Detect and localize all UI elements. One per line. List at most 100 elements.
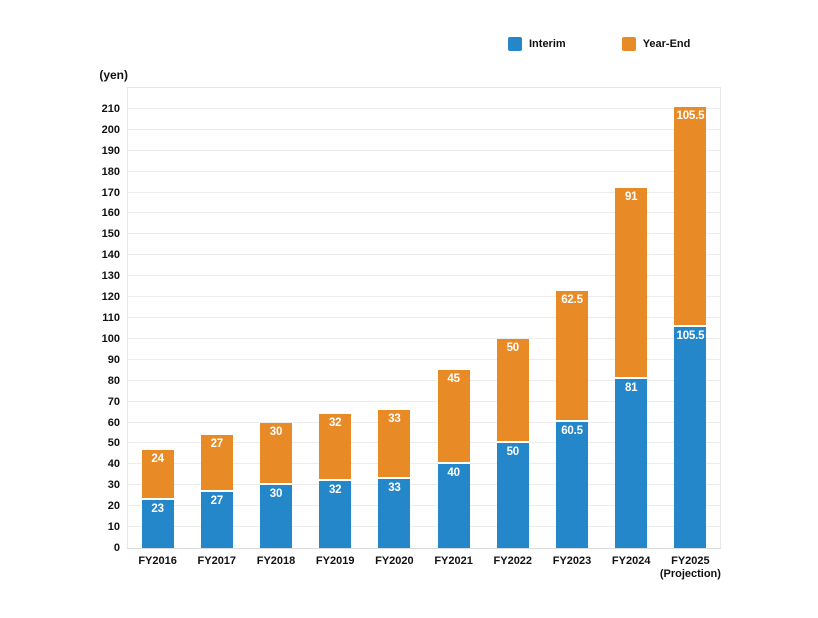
bar-value-label-interim: 105.5 — [676, 330, 705, 343]
y-axis-tick-label: 190 — [101, 144, 120, 157]
y-gridline — [128, 463, 720, 465]
bar-segment-interim: 33 — [378, 479, 411, 548]
bar-segment-interim: 32 — [319, 481, 352, 548]
y-axis-tick-label: 90 — [107, 353, 120, 366]
y-axis-tick-label: 20 — [107, 500, 120, 513]
y-axis-tick-label: 140 — [101, 249, 120, 262]
y-gridline — [128, 212, 720, 214]
bar-segment-year-end: 32 — [319, 414, 352, 482]
y-gridline — [128, 233, 720, 235]
bar-segment-interim: 105.5 — [674, 327, 707, 548]
y-gridline — [128, 337, 720, 339]
bar-value-label-interim: 60.5 — [561, 424, 583, 437]
bar-value-label-year-end: 50 — [506, 341, 520, 354]
bar-value-label-year-end: 30 — [269, 425, 283, 438]
y-axis-tick-label: 130 — [101, 270, 120, 283]
y-axis-tick-label: 120 — [101, 291, 120, 304]
x-axis-category-label: FY2017 — [181, 555, 252, 568]
y-gridline — [128, 379, 720, 381]
year-end-color-swatch — [621, 37, 636, 51]
x-axis-category-label: FY2024 — [596, 555, 667, 568]
bar-value-label-year-end: 33 — [388, 413, 401, 425]
bar-value-label-interim: 32 — [328, 484, 342, 497]
bar-value-label-interim: 33 — [388, 482, 401, 494]
interim-color-swatch — [508, 37, 522, 51]
y-axis-tick-label: 160 — [101, 207, 120, 220]
y-axis-tick-label: 110 — [102, 312, 120, 324]
bar-value-label-year-end: 62.5 — [561, 293, 583, 306]
x-axis-category-label: FY2022 — [477, 555, 548, 568]
bar-value-label-year-end: 91 — [624, 191, 638, 204]
y-gridline — [128, 317, 720, 318]
y-gridline — [128, 149, 720, 151]
bar-segment-year-end: 105.5 — [674, 106, 707, 328]
x-axis-label-line: FY2017 — [197, 555, 237, 567]
bar-value-label-interim: 40 — [447, 467, 460, 480]
y-gridline — [128, 191, 720, 193]
y-axis-tick-label: 150 — [101, 228, 120, 241]
bar-segment-interim: 81 — [615, 378, 648, 548]
y-gridline — [128, 107, 720, 109]
y-gridline — [128, 296, 720, 298]
legend-label-year-end: Year-End — [642, 38, 691, 50]
bar-segment-year-end: 33 — [378, 410, 411, 479]
x-axis-category-label: FY2016 — [122, 555, 193, 568]
y-axis-tick-label: 180 — [101, 165, 120, 178]
x-axis-label-line: FY2025 — [671, 555, 710, 567]
y-gridline — [128, 526, 720, 528]
bar-segment-interim: 27 — [200, 491, 233, 548]
y-gridline — [128, 442, 720, 444]
x-axis-label-line: FY2019 — [315, 555, 355, 567]
bar-segment-interim: 40 — [437, 464, 470, 548]
y-gridline — [128, 128, 720, 130]
bar-value-label-year-end: 32 — [328, 417, 342, 430]
bar-value-label-interim: 50 — [506, 446, 520, 459]
y-axis-tick-label: 70 — [107, 395, 120, 408]
y-axis-tick-label: 100 — [101, 332, 120, 345]
x-axis-label-line: FY2016 — [138, 555, 177, 567]
bar-segment-year-end: 50 — [496, 338, 529, 444]
x-axis-label-line: FY2018 — [256, 555, 296, 567]
chart-legend: Interim Year-End — [508, 37, 690, 51]
bar-segment-year-end: 45 — [437, 370, 470, 465]
bar-value-label-interim: 23 — [151, 502, 164, 515]
y-axis-tick-label: 50 — [107, 437, 120, 450]
x-axis-label-line: FY2020 — [375, 555, 414, 567]
y-gridline — [128, 275, 720, 277]
y-gridline — [128, 484, 720, 486]
y-axis-unit-label: (yen) — [99, 68, 128, 82]
y-axis-tick-label: 0 — [113, 542, 120, 554]
y-axis-tick-label: 60 — [107, 416, 120, 429]
y-gridline — [128, 400, 720, 402]
bar-segment-year-end: 62.5 — [556, 290, 588, 422]
y-gridline — [128, 358, 720, 360]
y-axis-tick-label: 10 — [107, 521, 120, 534]
bar-value-label-year-end: 24 — [151, 452, 164, 465]
y-gridline — [128, 421, 720, 423]
y-axis-tick-label: 170 — [101, 186, 120, 199]
y-axis-tick-label: 200 — [101, 123, 120, 136]
x-axis-label-line: (Projection) — [659, 568, 721, 580]
x-axis-category-label: FY2023 — [536, 555, 607, 568]
x-axis-label-line: FY2022 — [493, 555, 533, 567]
y-gridline — [128, 505, 720, 507]
bar-value-label-year-end: 45 — [447, 373, 460, 386]
y-axis-tick-label: 210 — [101, 102, 120, 115]
bar-segment-year-end: 24 — [141, 449, 174, 500]
legend-item-year-end: Year-End — [621, 37, 691, 51]
y-gridline — [128, 170, 720, 172]
bar-segment-interim: 30 — [260, 485, 292, 548]
legend-label-interim: Interim — [529, 38, 566, 50]
y-axis-tick-label: 80 — [107, 374, 120, 387]
y-axis-tick-label: 40 — [107, 458, 120, 471]
x-axis-label-line: FY2024 — [611, 555, 651, 567]
plot-area: 0 10 20 30 40 50 60 70 80 90 100 110 120 130 140 150 160… — [102, 87, 721, 580]
x-axis-category-label: FY2025 (Projection) — [655, 555, 726, 581]
bar-value-label-year-end: 27 — [210, 438, 224, 451]
bar-value-label-interim: 30 — [269, 488, 283, 501]
bar-segment-interim: 50 — [496, 443, 529, 548]
bar-value-label-interim: 81 — [624, 381, 638, 394]
legend-item-interim: Interim — [508, 37, 566, 51]
bar-value-label-year-end: 105.5 — [676, 109, 705, 122]
x-axis-label-line: FY2023 — [552, 555, 592, 567]
